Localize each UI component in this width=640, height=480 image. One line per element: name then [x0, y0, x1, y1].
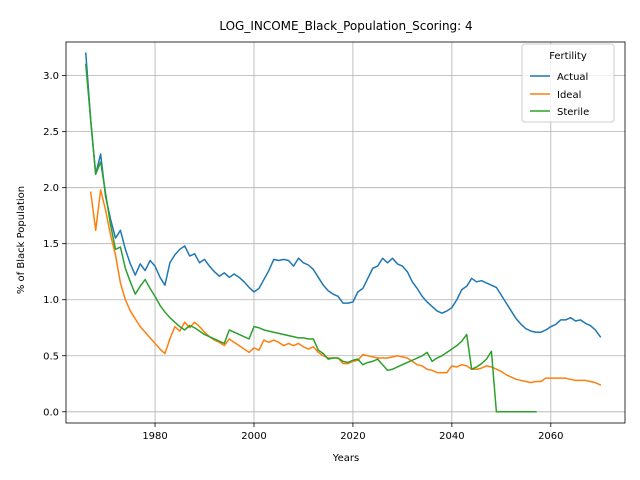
y-axis-label: % of Black Population [16, 186, 27, 294]
y-tick-label: 3.0 [43, 71, 59, 82]
y-tick-label: 0.5 [43, 351, 59, 362]
series-line-sterile [84, 63, 537, 413]
legend-entry-actual: Actual [557, 72, 588, 83]
series-line-actual [84, 52, 602, 338]
legend-box [521, 43, 615, 123]
x-tick-label: 1980 [142, 431, 167, 442]
legend-title: Fertility [549, 51, 587, 62]
legend-entry-sterile: Sterile [557, 107, 589, 118]
y-tick-label: 2.5 [43, 127, 59, 138]
y-tick-label: 0.0 [43, 407, 59, 418]
x-tick-label: 2020 [340, 431, 365, 442]
x-axis-label: Years [332, 453, 359, 464]
y-tick-label: 1.5 [43, 239, 59, 250]
tick-layer: 1980 2000 2020 2040 2060 0.0 0.5 1.0 1.5 2.0 2.5 3.… [43, 71, 563, 442]
x-tick-label: 2040 [439, 431, 464, 442]
legend-entry-ideal: Ideal [557, 90, 581, 101]
series-line-ideal [89, 189, 602, 386]
series-layer [84, 52, 602, 413]
x-tick-label: 2000 [241, 431, 266, 442]
plot-area-frame [65, 41, 626, 424]
grid-layer [66, 42, 625, 423]
x-tick-label: 2060 [538, 431, 563, 442]
y-tick-label: 1.0 [43, 295, 59, 306]
y-tick-label: 2.0 [43, 183, 59, 194]
legend: Fertility Actual Ideal Sterile [521, 43, 615, 123]
chart-title: LOG_INCOME_Black_Population_Scoring: 4 [219, 19, 472, 33]
